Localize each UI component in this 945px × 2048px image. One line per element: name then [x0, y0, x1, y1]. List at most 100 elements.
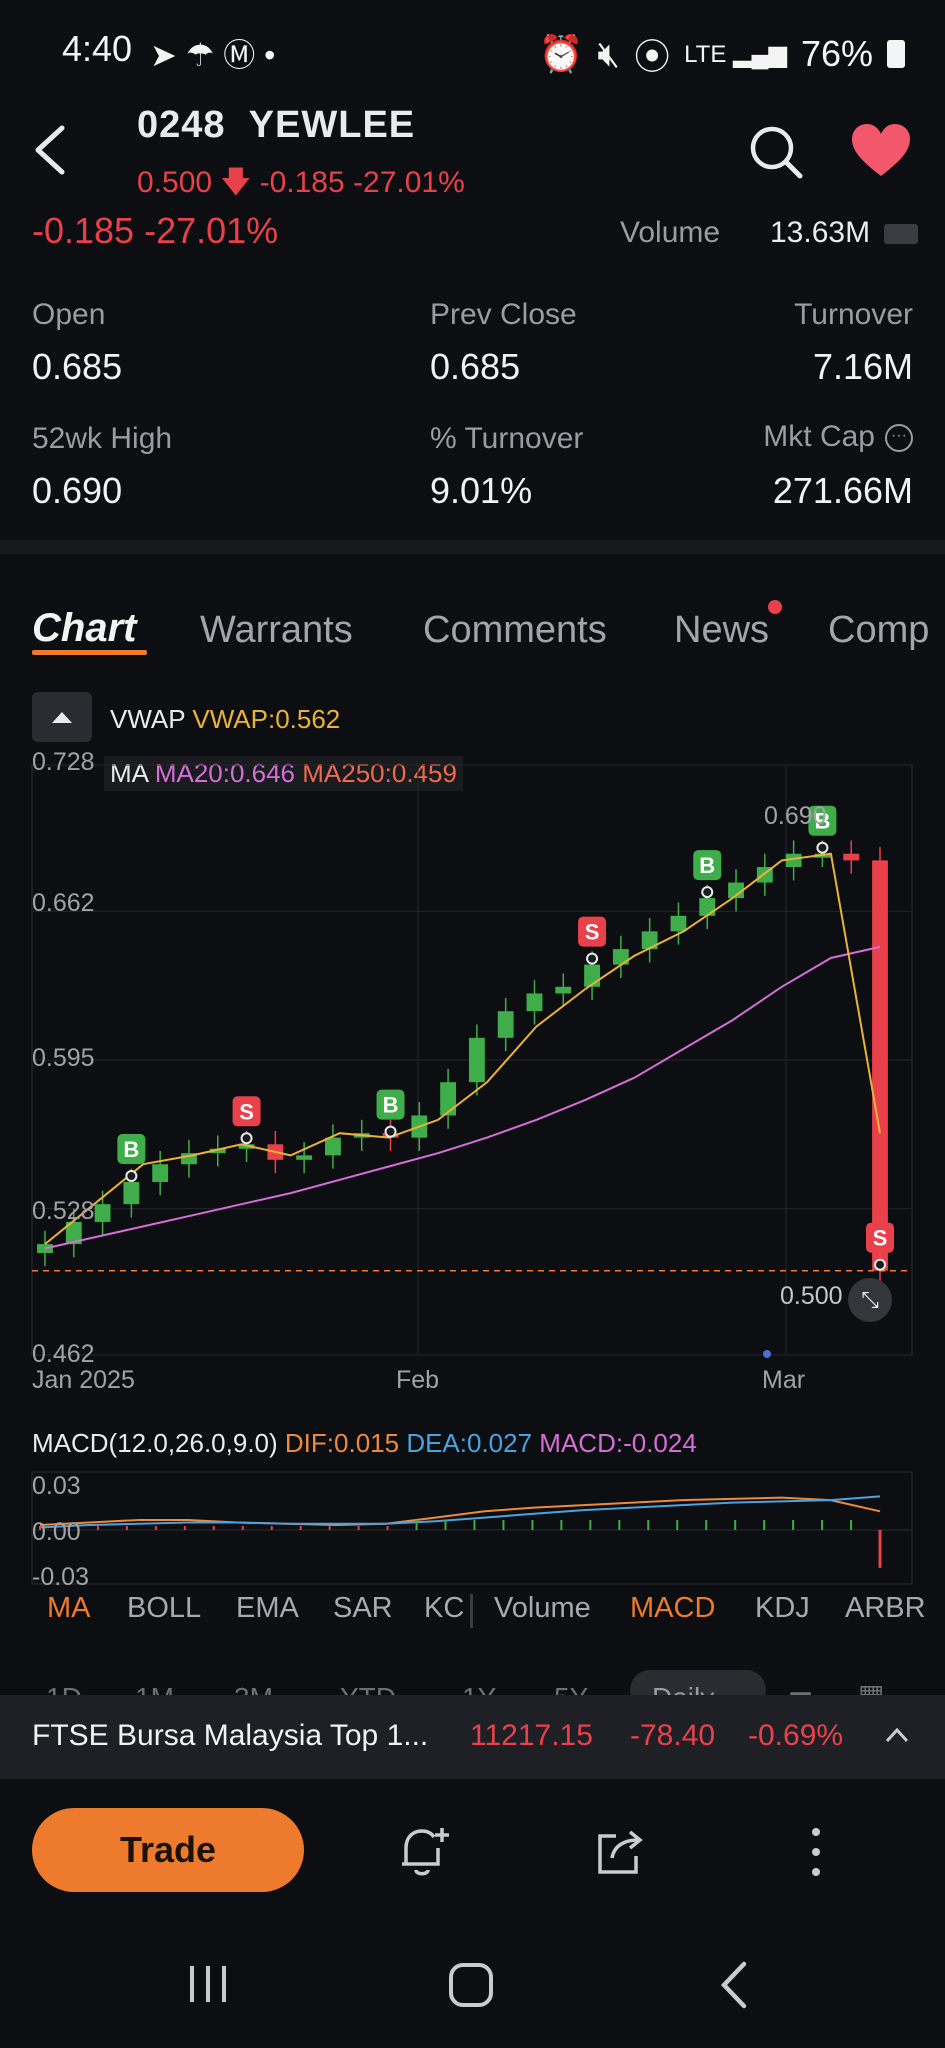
back-nav-icon[interactable]	[718, 1960, 750, 2010]
signal-dot	[384, 1125, 397, 1138]
recent-apps-icon[interactable]	[186, 1962, 230, 2006]
signal-marker-b	[693, 850, 722, 881]
candle-type-icon[interactable]: ⚌	[788, 1679, 814, 1700]
index-change-pct: -0.69%	[748, 1719, 844, 1752]
high52-value: 0.690	[32, 470, 123, 511]
candle	[843, 853, 860, 861]
indicator-arbr[interactable]: ARBR	[845, 1592, 926, 1624]
macd-title: MACD(12.0,26.0,9.0)	[32, 1428, 278, 1458]
macd-dea-line	[39, 1495, 881, 1529]
candle	[65, 1221, 82, 1245]
tab-comments[interactable]: Comments	[423, 609, 607, 651]
partial-volume-label: Volume	[620, 216, 721, 246]
collapse-button[interactable]	[32, 692, 92, 742]
candle	[785, 853, 802, 868]
partial-volume-value: 13.63M	[770, 216, 871, 246]
x-tick-0: Jan 2025	[32, 1366, 135, 1394]
down-arrow-icon: 🡇	[220, 166, 252, 199]
indicator-sar[interactable]: SAR	[333, 1592, 393, 1624]
signal-icon: LTE ▂▄▆	[684, 40, 787, 68]
tab-company[interactable]: Comp	[828, 609, 930, 651]
signal-label: B	[123, 1137, 139, 1162]
index-value: 11217.15	[470, 1719, 593, 1752]
macd-chart[interactable]	[0, 1468, 945, 1588]
candle	[296, 1155, 313, 1160]
turnover-value: 7.16M	[812, 346, 913, 387]
trade-button[interactable]: Trade	[32, 1808, 304, 1892]
macd-dif: DIF:0.015	[284, 1428, 400, 1458]
grid-icon[interactable]: ▦	[858, 1679, 885, 1700]
tab-chart[interactable]: Chart	[32, 606, 137, 650]
chevron-up-icon[interactable]	[884, 1725, 910, 1745]
price-chart[interactable]: B S B S B B S	[0, 745, 945, 1405]
y-tick-4: 0.462	[32, 1340, 95, 1368]
candle	[181, 1153, 197, 1165]
signal-dot	[240, 1132, 253, 1145]
share-icon[interactable]	[594, 1826, 646, 1876]
indicator-volume[interactable]: Volume	[494, 1592, 591, 1624]
indicator-kdj[interactable]: KDJ	[755, 1592, 810, 1624]
tab-news[interactable]: News	[674, 609, 770, 651]
search-icon[interactable]	[748, 124, 804, 180]
candle	[641, 931, 658, 950]
status-bar: 4:40 ➤ ☂ Ⓜ • ⏰ 🔇︎ ⦿ LTE ▂▄▆ 76%	[0, 0, 945, 100]
candle	[325, 1137, 341, 1156]
tab-warrants[interactable]: Warrants	[200, 609, 353, 651]
home-icon[interactable]	[448, 1962, 494, 2008]
info-icon[interactable]: ···	[885, 424, 913, 452]
x-tick-2: Mar	[762, 1366, 806, 1394]
header-price: 0.500	[137, 166, 213, 199]
status-app-icons: ➤ ☂ Ⓜ •	[150, 37, 276, 73]
signal-dot	[125, 1169, 138, 1182]
signal-dot	[874, 1258, 886, 1271]
peak-price-label: 0.690	[764, 802, 827, 830]
mute-icon: 🔇︎	[597, 32, 621, 74]
candle	[468, 1037, 485, 1083]
last-price-label: 0.500	[780, 1282, 843, 1310]
section-divider	[0, 540, 945, 554]
back-icon[interactable]	[30, 122, 70, 178]
signal-marker-s	[866, 1222, 894, 1253]
signal-label: B	[699, 853, 715, 878]
stock-name: YEWLEE	[248, 104, 416, 146]
macd-dif-line	[39, 1496, 881, 1527]
indicator-boll[interactable]: BOLL	[127, 1592, 202, 1624]
candle	[37, 1244, 53, 1253]
news-notification-dot	[768, 600, 782, 614]
indicator-ma[interactable]: MA	[47, 1592, 91, 1624]
candle	[872, 860, 888, 1271]
signal-label: S	[239, 1099, 254, 1124]
signal-label: B	[814, 809, 830, 834]
battery-level: 76%	[800, 33, 873, 74]
macd-y-tick-2: -0.03	[32, 1563, 89, 1591]
y-tick-2: 0.595	[32, 1044, 95, 1072]
indicator-macd[interactable]: MACD	[630, 1592, 716, 1624]
prev-close-value: 0.685	[430, 346, 521, 387]
partial-change: -0.185 -27.01%	[32, 210, 279, 244]
y-tick-3: 0.528	[32, 1197, 95, 1225]
open-label: Open	[32, 298, 106, 331]
indicator-kc[interactable]: KC	[424, 1592, 465, 1624]
candle	[238, 1144, 255, 1149]
expand-icon[interactable]: ⤡	[848, 1278, 892, 1322]
candle	[699, 898, 716, 916]
macd-legend: MACD(12.0,26.0,9.0) DIF:0.015 DEA:0.027 …	[32, 1428, 697, 1459]
index-ticker-bar[interactable]: FTSE Bursa Malaysia Top 1... 11217.15 -7…	[0, 1695, 945, 1779]
signal-marker-b	[808, 805, 837, 836]
candle	[440, 1082, 457, 1116]
signal-marker-b	[117, 1133, 146, 1164]
partial-icon	[884, 224, 918, 244]
pct-turnover-label: % Turnover	[430, 422, 584, 455]
status-time: 4:40	[62, 28, 133, 69]
pct-turnover-value: 9.01%	[430, 470, 533, 511]
heart-icon[interactable]	[850, 124, 912, 180]
indicator-ema[interactable]: EMA	[236, 1592, 299, 1624]
signal-marker-b	[376, 1089, 405, 1120]
signal-label: S	[873, 1226, 888, 1251]
candle	[526, 993, 543, 1012]
alert-add-icon[interactable]	[398, 1824, 450, 1880]
more-options-icon[interactable]	[806, 1824, 826, 1880]
candle	[612, 949, 629, 965]
location-icon: ⦿	[634, 36, 671, 77]
stock-title: 0248 YEWLEE	[137, 104, 415, 147]
